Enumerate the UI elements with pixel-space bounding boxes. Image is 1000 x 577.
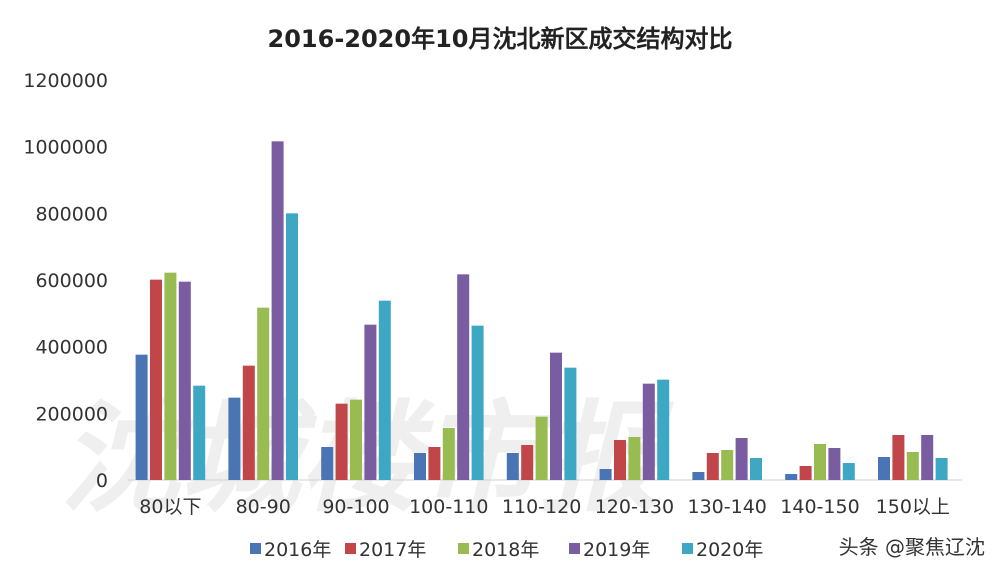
bar — [614, 440, 626, 480]
legend-label: 2018年 — [472, 539, 539, 561]
bar — [706, 453, 719, 480]
y-tick-label: 1000000 — [23, 137, 108, 159]
bar — [178, 281, 191, 480]
bar — [878, 457, 890, 480]
bar — [164, 272, 177, 480]
bar — [564, 367, 577, 480]
y-tick-label: 600000 — [35, 270, 108, 292]
bar — [921, 435, 934, 480]
bar — [471, 325, 484, 480]
bar — [642, 383, 655, 480]
bar — [457, 274, 470, 480]
legend-swatch — [250, 543, 261, 554]
bar — [193, 385, 206, 480]
bar — [721, 450, 734, 480]
bar — [321, 447, 334, 480]
source-credit: 头条 @聚焦辽沈 — [839, 535, 985, 559]
legend-label: 2019年 — [583, 539, 650, 561]
bar — [442, 428, 455, 480]
bar — [350, 399, 362, 480]
bar — [599, 469, 612, 480]
bar — [364, 324, 377, 480]
bar — [750, 458, 762, 480]
bar — [521, 445, 534, 480]
bar — [286, 213, 298, 481]
bar — [828, 448, 841, 480]
bar — [892, 435, 905, 480]
y-tick-label: 400000 — [35, 337, 108, 359]
bar — [378, 300, 391, 480]
bar — [428, 447, 441, 480]
bar — [150, 279, 162, 480]
legend-label: 2020年 — [696, 539, 763, 561]
legend-swatch — [682, 543, 693, 554]
x-tick-label: 110-120 — [502, 496, 581, 518]
bar — [242, 365, 255, 480]
x-tick-label: 80以下 — [139, 496, 201, 518]
legend: 2016年 2017年 2018年 2019年 2020年 — [250, 539, 763, 561]
x-tick-label: 130-140 — [688, 496, 767, 518]
bar — [228, 397, 241, 480]
x-tick-label: 100-110 — [409, 496, 488, 518]
bar — [506, 453, 519, 480]
y-tick-label: 1200000 — [23, 70, 108, 92]
legend-label: 2017年 — [359, 539, 426, 561]
x-tick-label: 150以上 — [876, 496, 950, 518]
bar — [257, 307, 270, 480]
x-tick-label: 120-130 — [595, 496, 674, 518]
bar — [550, 352, 562, 480]
bar — [814, 444, 826, 480]
y-axis: 0 200000 400000 600000 800000 1000000 1200000 — [23, 70, 108, 492]
bar — [657, 379, 670, 480]
bar — [535, 416, 548, 480]
bar — [906, 452, 919, 480]
bar — [935, 458, 948, 480]
legend-swatch — [345, 543, 356, 554]
x-tick-label: 80-90 — [236, 496, 291, 518]
bar — [271, 141, 284, 481]
legend-label: 2016年 — [264, 539, 331, 561]
bar — [628, 437, 641, 480]
y-tick-label: 800000 — [35, 203, 108, 225]
x-tick-label: 140-150 — [780, 496, 859, 518]
bars — [135, 141, 948, 481]
y-tick-label: 200000 — [35, 403, 108, 425]
bar — [414, 453, 426, 480]
bar — [785, 474, 798, 480]
x-tick-label: 90-100 — [322, 496, 389, 518]
bar — [692, 472, 705, 480]
bar — [135, 354, 148, 480]
y-tick-label: 0 — [96, 470, 108, 492]
legend-swatch — [569, 543, 580, 554]
bar — [842, 463, 855, 480]
x-axis: 80以下 80-90 90-100 100-110 110-120 120-130 130-… — [139, 496, 950, 518]
bar — [735, 438, 748, 480]
legend-swatch — [458, 543, 469, 554]
bar — [335, 403, 348, 480]
bar — [799, 466, 812, 480]
chart-title: 2016-2020年10月沈北新区成交结构对比 — [268, 25, 733, 53]
